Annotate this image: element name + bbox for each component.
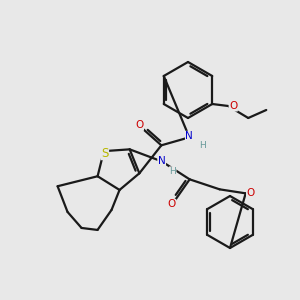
Text: O: O — [229, 101, 237, 111]
Text: H: H — [169, 167, 176, 176]
Text: N: N — [185, 131, 193, 141]
Text: H: H — [199, 141, 206, 150]
Text: O: O — [247, 188, 255, 198]
Text: N: N — [158, 156, 166, 166]
Text: O: O — [167, 199, 176, 209]
Text: O: O — [135, 120, 143, 130]
Text: S: S — [101, 147, 109, 160]
